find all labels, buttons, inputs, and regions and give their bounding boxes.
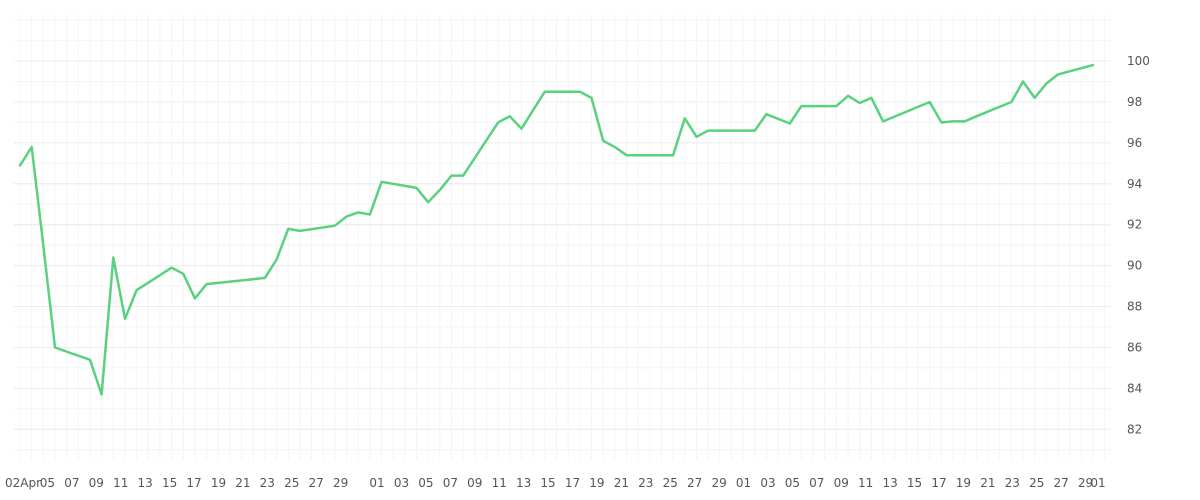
- y-tick-label: 94: [1127, 177, 1142, 191]
- x-tick-label: 07: [443, 476, 458, 490]
- x-tick-label: 01: [1090, 476, 1105, 490]
- x-tick-label: 13: [516, 476, 531, 490]
- x-tick-label: 29: [1078, 476, 1093, 490]
- x-tick-label: 05: [418, 476, 433, 490]
- x-tick-label: 25: [1029, 476, 1044, 490]
- x-tick-label: 02Apr: [5, 476, 41, 490]
- x-tick-label: 09: [834, 476, 849, 490]
- x-tick-label: 27: [309, 476, 324, 490]
- x-tick-label: 09: [89, 476, 104, 490]
- x-tick-label: 27: [687, 476, 702, 490]
- y-tick-label: 82: [1127, 422, 1142, 436]
- x-tick-label: 19: [589, 476, 604, 490]
- x-tick-label: 23: [638, 476, 653, 490]
- x-tick-label: 07: [64, 476, 79, 490]
- y-tick-label: 98: [1127, 95, 1142, 109]
- minor-gridlines: [14, 14, 1111, 460]
- y-tick-label: 88: [1127, 300, 1142, 314]
- x-tick-label: 03: [760, 476, 775, 490]
- x-tick-label: 29: [333, 476, 348, 490]
- major-gridlines: [14, 60, 1111, 430]
- x-tick-label: 19: [956, 476, 971, 490]
- x-tick-label: 23: [260, 476, 275, 490]
- y-tick-label: 100: [1127, 54, 1150, 68]
- x-tick-label: 13: [138, 476, 153, 490]
- y-tick-label: 90: [1127, 259, 1142, 273]
- x-tick-label: 05: [40, 476, 55, 490]
- x-tick-label: 23: [1005, 476, 1020, 490]
- x-tick-label: 21: [614, 476, 629, 490]
- x-tick-label: 17: [186, 476, 201, 490]
- x-tick-label: 15: [162, 476, 177, 490]
- x-tick-label: 21: [980, 476, 995, 490]
- x-tick-label: 01: [369, 476, 384, 490]
- x-tick-label: 19: [211, 476, 226, 490]
- x-tick-label: 17: [931, 476, 946, 490]
- x-tick-label: 03: [394, 476, 409, 490]
- x-tick-label: 11: [113, 476, 128, 490]
- x-tick-label: 27: [1053, 476, 1068, 490]
- x-tick-label: 01: [736, 476, 751, 490]
- y-tick-label: 84: [1127, 381, 1142, 395]
- x-tick-label: 25: [663, 476, 678, 490]
- x-tick-label: 21: [235, 476, 250, 490]
- y-tick-label: 92: [1127, 218, 1142, 232]
- x-tick-label: 13: [882, 476, 897, 490]
- y-axis: 82 84 86 88 90 92 94 96 98 100: [1127, 54, 1150, 436]
- x-tick-label: 05: [785, 476, 800, 490]
- y-tick-label: 86: [1127, 340, 1142, 354]
- x-tick-label: 11: [858, 476, 873, 490]
- x-tick-label: 15: [540, 476, 555, 490]
- x-tick-label: 07: [809, 476, 824, 490]
- x-tick-label: 17: [565, 476, 580, 490]
- x-tick-label: 15: [907, 476, 922, 490]
- x-tick-label: 29: [711, 476, 726, 490]
- series-layer: [18, 63, 1095, 396]
- x-tick-label: 25: [284, 476, 299, 490]
- series-line: [18, 63, 1095, 396]
- y-tick-label: 96: [1127, 136, 1142, 150]
- x-tick-label: 09: [467, 476, 482, 490]
- x-tick-label: 11: [492, 476, 507, 490]
